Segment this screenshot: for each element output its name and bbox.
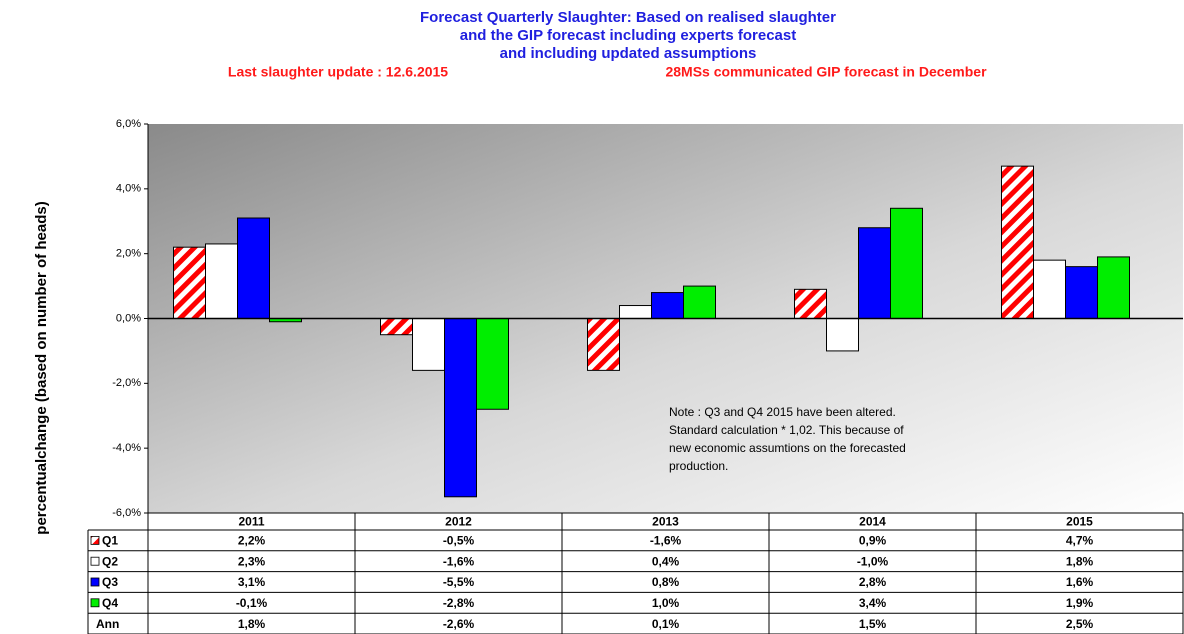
bar bbox=[651, 292, 684, 320]
table-value: 2,5% bbox=[1066, 617, 1094, 631]
bar bbox=[826, 318, 859, 352]
x-tick-label: 2012 bbox=[445, 515, 472, 529]
legend-label: Q4 bbox=[102, 596, 118, 610]
bar bbox=[587, 318, 620, 371]
table-value: -1,6% bbox=[650, 534, 682, 548]
legend-key bbox=[90, 577, 100, 587]
y-axis-label: percentualchange (based on number of hea… bbox=[33, 201, 50, 534]
bar bbox=[1065, 266, 1098, 319]
bar bbox=[444, 318, 477, 498]
bar bbox=[794, 288, 827, 320]
table-value: 2,2% bbox=[238, 534, 266, 548]
chart-title: Forecast Quarterly Slaughter: Based on r… bbox=[420, 9, 836, 26]
table-value: -2,8% bbox=[443, 596, 475, 610]
legend-key bbox=[90, 556, 100, 566]
table-value: -2,6% bbox=[443, 617, 475, 631]
bar bbox=[476, 318, 509, 410]
y-tick-label: -6,0% bbox=[112, 507, 141, 519]
y-tick-label: 4,0% bbox=[116, 183, 141, 195]
legend-key bbox=[90, 536, 100, 545]
bar bbox=[1001, 165, 1034, 319]
table-value: 0,4% bbox=[652, 554, 680, 568]
table-value: -5,5% bbox=[443, 575, 475, 589]
table-value: 0,1% bbox=[652, 617, 680, 631]
chart-title: and including updated assumptions bbox=[500, 45, 757, 62]
table-value: -0,5% bbox=[443, 534, 475, 548]
table-value: 4,7% bbox=[1066, 534, 1094, 548]
x-tick-label: 2013 bbox=[652, 515, 679, 529]
chart-title: and the GIP forecast including experts f… bbox=[460, 27, 796, 44]
annotation: Standard calculation * 1,02. This becaus… bbox=[669, 423, 904, 437]
table-value: 1,9% bbox=[1066, 596, 1094, 610]
bar bbox=[858, 227, 891, 320]
table-value: 1,8% bbox=[238, 617, 266, 631]
table-value: -1,0% bbox=[857, 554, 889, 568]
bar bbox=[619, 305, 652, 319]
bar bbox=[1033, 259, 1066, 319]
legend-label: Ann bbox=[96, 617, 119, 631]
x-tick-label: 2014 bbox=[859, 515, 886, 529]
table-value: 3,4% bbox=[859, 596, 887, 610]
table-value: 2,8% bbox=[859, 575, 887, 589]
legend-label: Q3 bbox=[102, 575, 118, 589]
bar bbox=[890, 207, 923, 320]
table-value: 0,8% bbox=[652, 575, 680, 589]
y-tick-label: -2,0% bbox=[112, 377, 141, 389]
table-value: 1,5% bbox=[859, 617, 887, 631]
y-tick-label: 0,0% bbox=[116, 312, 141, 324]
subtitle: Last slaughter update : 12.6.2015 bbox=[228, 64, 448, 80]
annotation: new economic assumtions on the forecaste… bbox=[669, 441, 906, 455]
table-value: 0,9% bbox=[859, 534, 887, 548]
x-tick-label: 2011 bbox=[238, 515, 264, 529]
bar bbox=[380, 318, 413, 336]
annotation: Note : Q3 and Q4 2015 have been altered. bbox=[669, 405, 896, 419]
table-value: -0,1% bbox=[236, 596, 268, 610]
legend-label: Q2 bbox=[102, 554, 118, 568]
bar bbox=[237, 217, 270, 319]
bar bbox=[683, 285, 716, 320]
bar bbox=[205, 243, 238, 319]
legend-label: Q1 bbox=[102, 534, 118, 548]
table-value: 1,6% bbox=[1066, 575, 1094, 589]
y-tick-label: 2,0% bbox=[116, 248, 141, 260]
annotation: production. bbox=[669, 459, 728, 473]
table-value: -1,6% bbox=[443, 554, 475, 568]
subtitle: 28MSs communicated GIP forecast in Decem… bbox=[665, 64, 987, 80]
bar bbox=[412, 318, 445, 371]
y-tick-label: -4,0% bbox=[112, 442, 141, 454]
x-tick-label: 2015 bbox=[1066, 515, 1093, 529]
legend-key bbox=[90, 598, 100, 608]
table-value: 2,3% bbox=[238, 554, 266, 568]
table-value: 1,0% bbox=[652, 596, 680, 610]
y-tick-label: 6,0% bbox=[116, 118, 141, 130]
bar bbox=[173, 246, 206, 319]
table-value: 3,1% bbox=[238, 575, 266, 589]
table-value: 1,8% bbox=[1066, 554, 1094, 568]
bar bbox=[1097, 256, 1130, 319]
